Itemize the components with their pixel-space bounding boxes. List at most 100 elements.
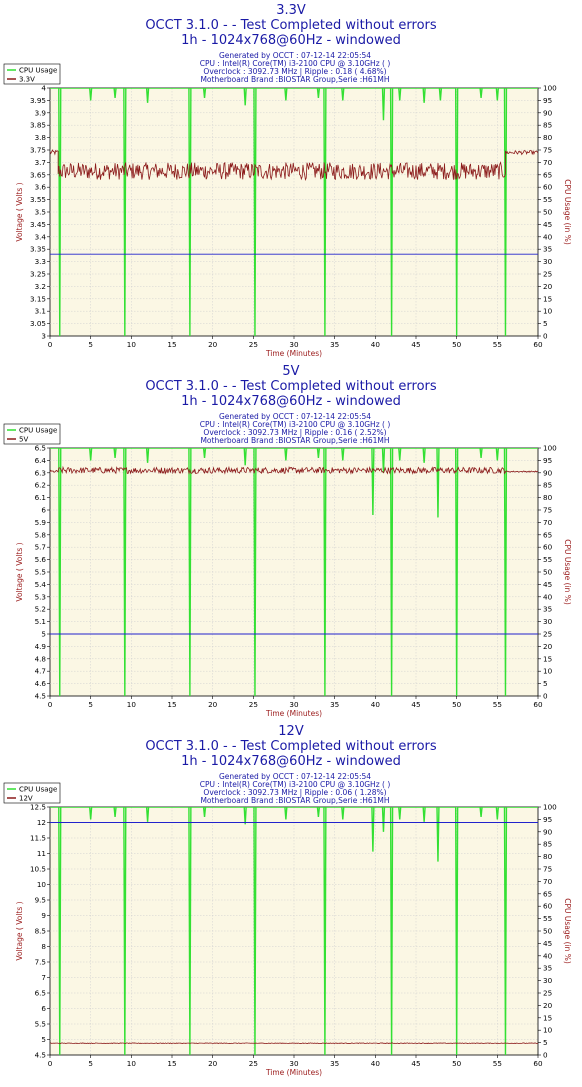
y-tick-label: 7.5 (35, 958, 46, 967)
y-tick-label: 6 (41, 1004, 46, 1013)
x-tick-label: 60 (533, 1059, 543, 1068)
legend-box (3, 782, 61, 804)
y2-tick-label: 5 (543, 679, 548, 688)
chart-title-mode: 1h - 1024x768@60Hz - windowed (181, 33, 401, 48)
y-tick-label: 3.35 (30, 245, 46, 254)
y2-tick-label: 5 (543, 1038, 548, 1047)
legend-cpu-label: CPU Usage (19, 786, 57, 794)
y2-tick-label: 40 (543, 951, 553, 960)
y-tick-label: 3.25 (30, 270, 46, 279)
x-tick-label: 20 (208, 340, 218, 349)
chart-title-mode: 1h - 1024x768@60Hz - windowed (181, 394, 401, 409)
x-tick-label: 25 (249, 700, 258, 709)
y-tick-label: 5.5 (35, 1020, 46, 1029)
y-tick-label: 5.3 (35, 592, 46, 601)
y2-tick-label: 70 (543, 518, 553, 527)
y-tick-label: 3.55 (30, 195, 46, 204)
y2-tick-label: 25 (543, 270, 552, 279)
y-tick-label: 12.5 (30, 803, 46, 812)
y2-tick-label: 90 (543, 827, 553, 836)
x-tick-label: 55 (493, 700, 502, 709)
y2-tick-label: 0 (543, 1051, 548, 1060)
voltage-line (50, 1042, 538, 1045)
y2-tick-label: 100 (543, 803, 557, 812)
chart-info-line: CPU : Intel(R) Core(TM) i3-2100 CPU @ 3.… (200, 59, 391, 68)
y-tick-label: 6.5 (35, 989, 46, 998)
y-tick-label: 3.95 (30, 96, 46, 105)
x-tick-label: 5 (88, 340, 93, 349)
x-tick-label: 10 (127, 1059, 137, 1068)
y-tick-label: 4.7 (35, 667, 46, 676)
x-tick-label: 35 (330, 700, 339, 709)
y2-tick-label: 100 (543, 444, 557, 453)
y-tick-label: 7 (41, 973, 46, 982)
y-tick-label: 4.5 (35, 1051, 46, 1060)
y-tick-label: 3.3 (35, 257, 46, 266)
chart-info-line: Motherboard Brand :BIOSTAR Group,Serie :… (200, 796, 389, 805)
y-tick-label: 9 (41, 911, 46, 920)
y2-tick-label: 50 (543, 568, 553, 577)
y-tick-label: 8.5 (35, 927, 46, 936)
y2-tick-label: 30 (543, 976, 553, 985)
y2-tick-label: 85 (543, 840, 552, 849)
y2-tick-label: 20 (543, 642, 553, 651)
chart-info-line: Overclock : 3092.73 MHz | Ripple : 0.18 … (203, 67, 386, 76)
y-axis-label: Voltage ( Volts ) (15, 542, 24, 601)
y2-tick-label: 60 (543, 183, 553, 192)
y2-tick-label: 45 (543, 220, 552, 229)
y2-tick-label: 15 (543, 654, 552, 663)
y2-tick-label: 55 (543, 195, 552, 204)
cpu-usage-line (50, 88, 538, 336)
y2-tick-label: 50 (543, 927, 553, 936)
y-axis-label: Voltage ( Volts ) (15, 182, 24, 241)
y2-tick-label: 5 (543, 319, 548, 328)
y2-tick-label: 45 (543, 939, 552, 948)
y2-axis-label: CPU Usage (in %) (563, 179, 572, 245)
y-tick-label: 8 (41, 942, 46, 951)
y-tick-label: 10 (37, 880, 47, 889)
y2-tick-label: 10 (543, 1026, 553, 1035)
y2-tick-label: 10 (543, 667, 553, 676)
y-tick-label: 3.85 (30, 121, 46, 130)
chart-title-main: OCCT 3.1.0 - - Test Completed without er… (145, 18, 437, 33)
y-tick-label: 6.4 (35, 456, 47, 465)
y-tick-label: 3.45 (30, 220, 46, 229)
cpu-usage-line (50, 807, 538, 1055)
y2-tick-label: 35 (543, 964, 552, 973)
chart-info-line: Generated by OCCT : 07-12-14 22:05:54 (219, 412, 371, 421)
y2-tick-label: 60 (543, 902, 553, 911)
x-tick-label: 45 (411, 340, 420, 349)
x-tick-label: 50 (452, 1059, 462, 1068)
y2-tick-label: 80 (543, 133, 553, 142)
chart-info-line: CPU : Intel(R) Core(TM) i3-2100 CPU @ 3.… (200, 420, 391, 429)
y2-tick-label: 45 (543, 580, 552, 589)
y-tick-label: 4.5 (35, 692, 46, 701)
y2-tick-label: 50 (543, 208, 553, 217)
y2-tick-label: 95 (543, 96, 552, 105)
y-tick-label: 5.7 (35, 543, 46, 552)
y-tick-label: 3.65 (30, 170, 46, 179)
voltage-line (50, 149, 538, 182)
x-tick-label: 5 (88, 1059, 93, 1068)
y-tick-label: 3.1 (35, 307, 46, 316)
y2-tick-label: 10 (543, 307, 553, 316)
chart-title-rail: 12V (278, 724, 304, 739)
y2-tick-label: 75 (543, 146, 552, 155)
y-tick-label: 10.5 (30, 865, 46, 874)
y-tick-label: 3.75 (30, 146, 46, 155)
x-tick-label: 60 (533, 340, 543, 349)
x-tick-label: 55 (493, 1059, 502, 1068)
legend-box (3, 423, 61, 445)
y2-tick-label: 20 (543, 282, 553, 291)
y-tick-label: 3.7 (35, 158, 46, 167)
y2-tick-label: 65 (543, 170, 552, 179)
y2-tick-label: 75 (543, 865, 552, 874)
y2-tick-label: 65 (543, 889, 552, 898)
x-tick-label: 50 (452, 700, 462, 709)
y2-tick-label: 25 (543, 989, 552, 998)
y-tick-label: 6.5 (35, 444, 46, 453)
